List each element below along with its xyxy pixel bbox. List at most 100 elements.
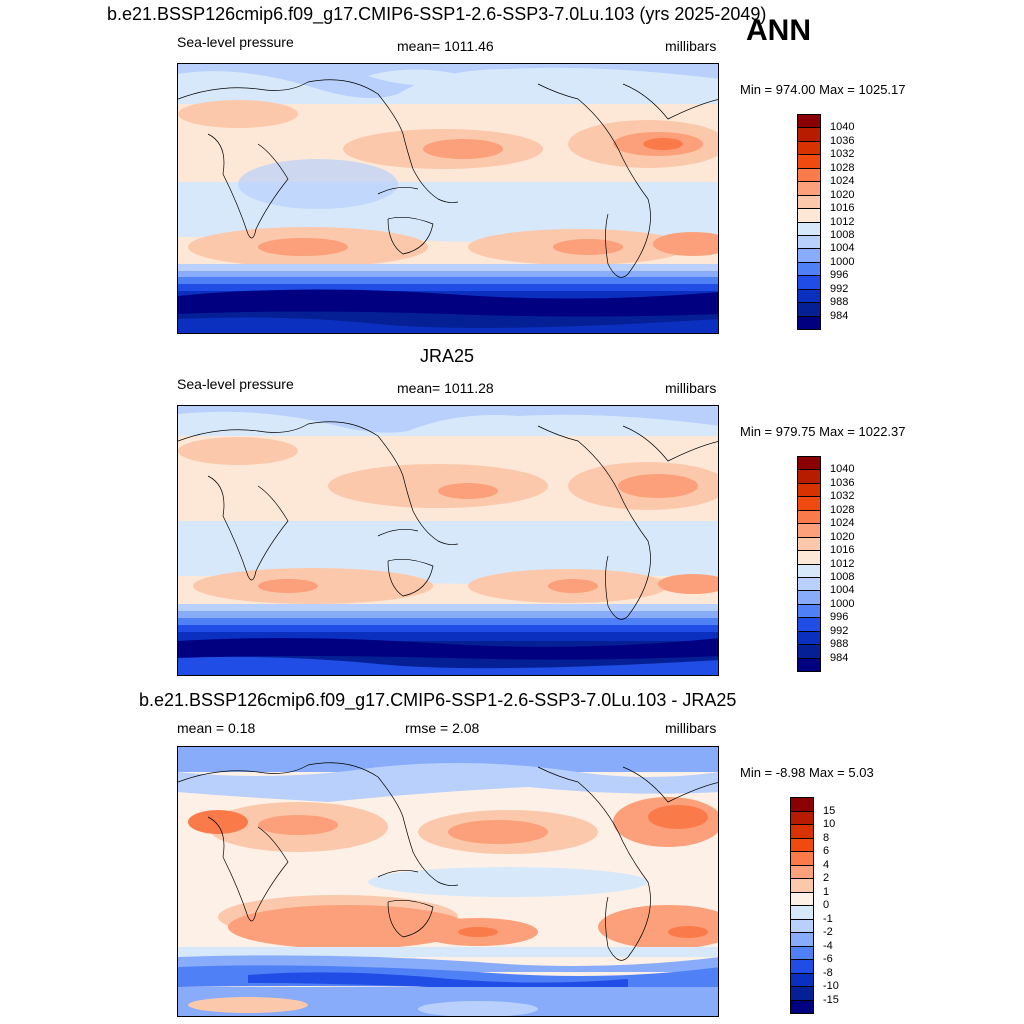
annual-label: ANN	[746, 14, 811, 47]
colorbar-swatch	[797, 154, 821, 169]
colorbar-swatch	[797, 657, 821, 672]
colorbar-swatch	[790, 986, 814, 1001]
colorbar-label: 1	[823, 885, 830, 898]
panel1-contour-field	[178, 64, 718, 333]
colorbar-label: -15	[823, 993, 839, 1006]
colorbar-label: 996	[830, 269, 849, 282]
colorbar-label: 6	[823, 845, 830, 857]
colorbar-label: 2	[823, 872, 830, 884]
colorbar-swatch	[797, 248, 821, 263]
colorbar-swatch	[790, 959, 814, 974]
colorbar-swatch	[797, 617, 821, 632]
colorbar-label: 0	[823, 899, 830, 911]
colorbar-label: 1008	[830, 570, 855, 583]
colorbar-swatch	[797, 167, 821, 183]
colorbar-label: 1004	[830, 242, 855, 255]
colorbar-swatch	[797, 644, 821, 659]
colorbar-label: 988	[830, 296, 849, 309]
colorbar-swatch	[790, 864, 814, 879]
colorbar-swatch	[797, 590, 821, 605]
panel1-title: b.e21.BSSP126cmip6.f09_g17.CMIP6-SSP1-2.…	[107, 4, 767, 24]
colorbar-label: 1012	[830, 557, 855, 570]
panel3-title: b.e21.BSSP126cmip6.f09_g17.CMIP6-SSP1-2.…	[139, 690, 737, 710]
panel3-units-label: millibars	[665, 720, 717, 736]
colorbar-swatch	[797, 261, 821, 277]
colorbar-swatch	[797, 140, 821, 156]
colorbar-swatch	[790, 972, 814, 987]
colorbar-swatch	[797, 550, 821, 565]
panel2-variable-label: Sea-level pressure	[177, 376, 294, 392]
colorbar-label: 1036	[830, 476, 855, 489]
colorbar-swatch	[790, 837, 814, 852]
colorbar-label: 1012	[830, 215, 855, 228]
colorbar-label: 15	[823, 804, 836, 817]
colorbar-swatch	[790, 905, 814, 920]
colorbar-swatch	[797, 275, 821, 290]
colorbar-swatch	[797, 576, 821, 592]
panel1-units-label: millibars	[665, 38, 717, 54]
panel2-mean-label: mean= 1011.28	[397, 380, 494, 396]
colorbar-label: -1	[823, 912, 833, 925]
colorbar-swatch	[797, 630, 821, 646]
colorbar-swatch	[797, 114, 821, 129]
colorbar-label: 1024	[830, 175, 855, 188]
colorbar-label: -8	[823, 966, 833, 979]
panel1-variable-label: Sea-level pressure	[177, 34, 294, 50]
panel2-minmax: Min = 979.75 Max = 1022.37	[740, 424, 906, 439]
colorbar-label: 988	[830, 638, 849, 651]
panel1-minmax: Min = 974.00 Max = 1025.17	[740, 82, 906, 97]
panel3-rmse-label: rmse = 2.08	[405, 720, 480, 736]
colorbar-label: -10	[823, 980, 839, 992]
panel2-colorbar: 1040 1036 1032 1028 1024 1020 1016 1012 1008 1004…	[797, 456, 854, 672]
colorbar-swatch	[797, 469, 821, 484]
colorbar-label: 984	[830, 651, 849, 664]
panel3-mean-label: mean = 0.18	[177, 720, 256, 736]
colorbar-label: 1020	[830, 530, 855, 543]
colorbar-swatch	[797, 221, 821, 236]
colorbar-label: -6	[823, 953, 833, 965]
colorbar-swatch	[797, 563, 821, 578]
colorbar-label: 1024	[830, 517, 855, 530]
panel1-colorbar: 1040 1036 1032 1028 1024 1020 1016 1012 1008 1004…	[797, 114, 854, 330]
colorbar-label: 1040	[830, 121, 855, 134]
colorbar-label: 1032	[830, 148, 855, 161]
colorbar-swatch	[797, 603, 821, 619]
panel2-contour-field	[178, 406, 718, 675]
colorbar-swatch	[790, 918, 814, 933]
panel2-title: JRA25	[420, 346, 475, 366]
colorbar-label: 984	[830, 309, 849, 322]
colorbar-swatch	[797, 496, 821, 511]
colorbar-label: 1004	[830, 584, 855, 597]
colorbar-swatch	[797, 288, 821, 304]
colorbar-label: 1032	[830, 490, 855, 503]
colorbar-label: 1036	[830, 134, 855, 147]
colorbar-label: 1000	[830, 255, 855, 268]
colorbar-label: 10	[823, 818, 836, 830]
panel3-minmax: Min = -8.98 Max = 5.03	[740, 765, 874, 780]
colorbar-label: 1028	[830, 161, 855, 174]
colorbar-swatch	[797, 509, 821, 525]
colorbar-label: 1000	[830, 597, 855, 610]
colorbar-swatch	[797, 302, 821, 317]
colorbar-swatch	[790, 810, 814, 825]
colorbar-label: -4	[823, 939, 833, 952]
colorbar-swatch	[790, 945, 814, 960]
panel2-map	[177, 405, 719, 676]
colorbar-label: 992	[830, 282, 849, 295]
colorbar-swatch	[797, 456, 821, 471]
colorbar-swatch	[797, 315, 821, 330]
panel3-map	[177, 746, 719, 1017]
colorbar-swatch	[797, 181, 821, 196]
colorbar-label: -2	[823, 926, 833, 938]
colorbar-label: 1016	[830, 544, 855, 557]
colorbar-label: 1016	[830, 202, 855, 215]
colorbar-label: 992	[830, 624, 849, 637]
colorbar-swatch	[790, 851, 814, 866]
colorbar-swatch	[790, 878, 814, 893]
panel3-contour-field	[178, 747, 718, 1016]
colorbar-swatch	[790, 824, 814, 839]
colorbar-swatch	[797, 194, 821, 210]
colorbar-label: 1028	[830, 503, 855, 516]
panel3-colorbar: 15 10 8 6 4 2 1 0 -1 -2 -4 -6 -8 -10 -15	[790, 797, 839, 1014]
colorbar-label: 4	[823, 858, 830, 871]
